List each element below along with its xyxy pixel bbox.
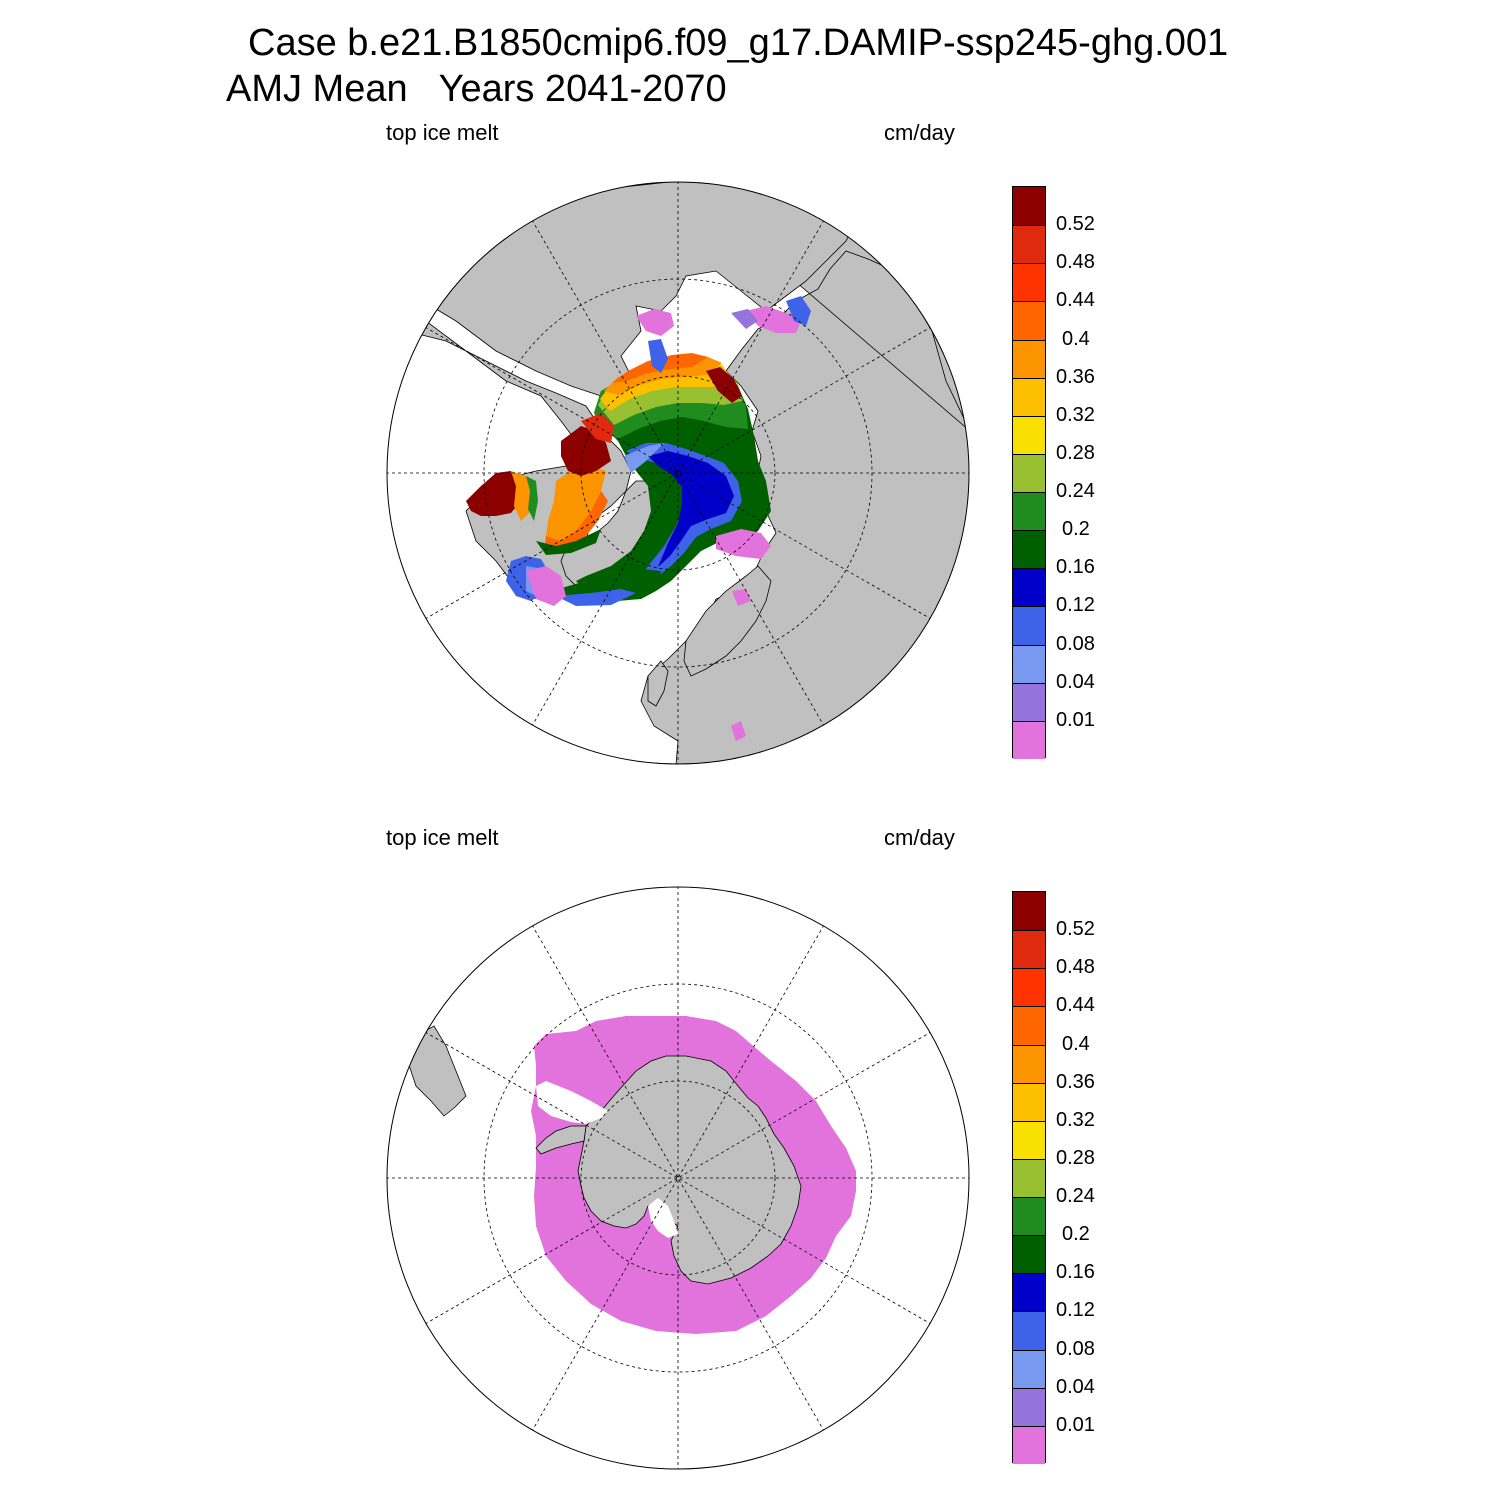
colorbar-swatch [1013,1120,1045,1159]
south-polar-map [386,886,970,1470]
colorbar-tick-label: 0.16 [1056,556,1095,579]
colorbar-tick-label: 0.04 [1056,670,1095,693]
colorbar-swatch [1013,301,1045,340]
north-colorbar: 0.01 0.04 0.08 0.12 0.16 0.2 0.24 0.28 0.32 0.36 0… [1012,186,1142,759]
south-colorbar: 0.01 0.04 0.08 0.12 0.16 0.2 0.24 0.28 0.32 0.36 0… [1012,891,1142,1464]
colorbar-swatch [1013,1082,1045,1121]
colorbar-tick-label: 0.4 [1062,1032,1090,1055]
colorbar-tick-label: 0.2 [1062,1223,1090,1246]
colorbar-tick-label: 0.16 [1056,1261,1095,1284]
colorbar-tick-label: 0.08 [1056,1337,1095,1360]
north-colorbar-swatches [1012,186,1046,759]
north-variable-label: top ice melt [386,120,499,145]
colorbar-tick-label: 0.44 [1056,289,1095,312]
colorbar-swatch [1013,187,1045,226]
colorbar-swatch [1013,930,1045,969]
south-graticule [387,887,969,1469]
colorbar-swatch [1013,644,1045,683]
south-variable-label: top ice melt [386,825,499,850]
colorbar-tick-label: 0.52 [1056,213,1095,236]
colorbar-tick-label: 0.2 [1062,518,1090,541]
colorbar-tick-label: 0.24 [1056,480,1095,503]
colorbar-swatch [1013,720,1045,759]
colorbar-tick-label: 0.4 [1062,327,1090,350]
colorbar-tick-label: 0.36 [1056,365,1095,388]
north-polar-map [386,181,970,765]
north-units-label: cm/day [884,120,955,145]
colorbar-tick-label: 0.01 [1056,1413,1095,1436]
colorbar-tick-label: 0.24 [1056,1185,1095,1208]
colorbar-swatch [1013,1235,1045,1274]
colorbar-tick-label: 0.12 [1056,594,1095,617]
colorbar-swatch [1013,1197,1045,1236]
colorbar-tick-label: 0.04 [1056,1375,1095,1398]
colorbar-swatch [1013,1349,1045,1388]
colorbar-tick-label: 0.32 [1056,1108,1095,1131]
colorbar-swatch [1013,1044,1045,1083]
colorbar-tick-label: 0.44 [1056,994,1095,1017]
colorbar-swatch [1013,892,1045,931]
antarctica-land [577,1055,802,1285]
colorbar-tick-label: 0.48 [1056,251,1095,274]
colorbar-swatch [1013,606,1045,645]
colorbar-tick-label: 0.08 [1056,632,1095,655]
scandinavia-land [683,565,772,677]
colorbar-swatch [1013,1158,1045,1198]
antarctic-peninsula-land [535,1125,587,1155]
colorbar-swatch [1013,263,1045,302]
colorbar-swatch [1013,1387,1045,1426]
colorbar-swatch [1013,682,1045,721]
colorbar-swatch [1013,453,1045,493]
colorbar-tick-label: 0.32 [1056,403,1095,426]
colorbar-tick-label: 0.12 [1056,1299,1095,1322]
colorbar-swatch [1013,1273,1045,1312]
figure-title-period: AMJ Mean Years 2041-2070 [226,68,727,110]
north-ice-melt-field [466,296,811,741]
colorbar-swatch [1013,1006,1045,1045]
colorbar-swatch [1013,339,1045,378]
colorbar-tick-label: 0.36 [1056,1070,1095,1093]
north-graticule [387,182,969,764]
uk-land [647,660,669,707]
colorbar-swatch [1013,968,1045,1007]
colorbar-tick-label: 0.48 [1056,956,1095,979]
colorbar-swatch [1013,415,1045,454]
colorbar-swatch [1013,225,1045,264]
figure-title-case: Case b.e21.B1850cmip6.f09_g17.DAMIP-ssp2… [248,22,1229,64]
colorbar-swatch [1013,1311,1045,1350]
colorbar-swatch [1013,1425,1045,1464]
colorbar-swatch [1013,377,1045,416]
colorbar-swatch [1013,492,1045,531]
colorbar-tick-label: 0.52 [1056,918,1095,941]
south-colorbar-swatches [1012,891,1046,1464]
colorbar-swatch [1013,530,1045,569]
colorbar-swatch [1013,568,1045,607]
south-units-label: cm/day [884,825,955,850]
colorbar-tick-label: 0.01 [1056,708,1095,731]
colorbar-tick-label: 0.28 [1056,1146,1095,1169]
colorbar-tick-label: 0.28 [1056,441,1095,464]
